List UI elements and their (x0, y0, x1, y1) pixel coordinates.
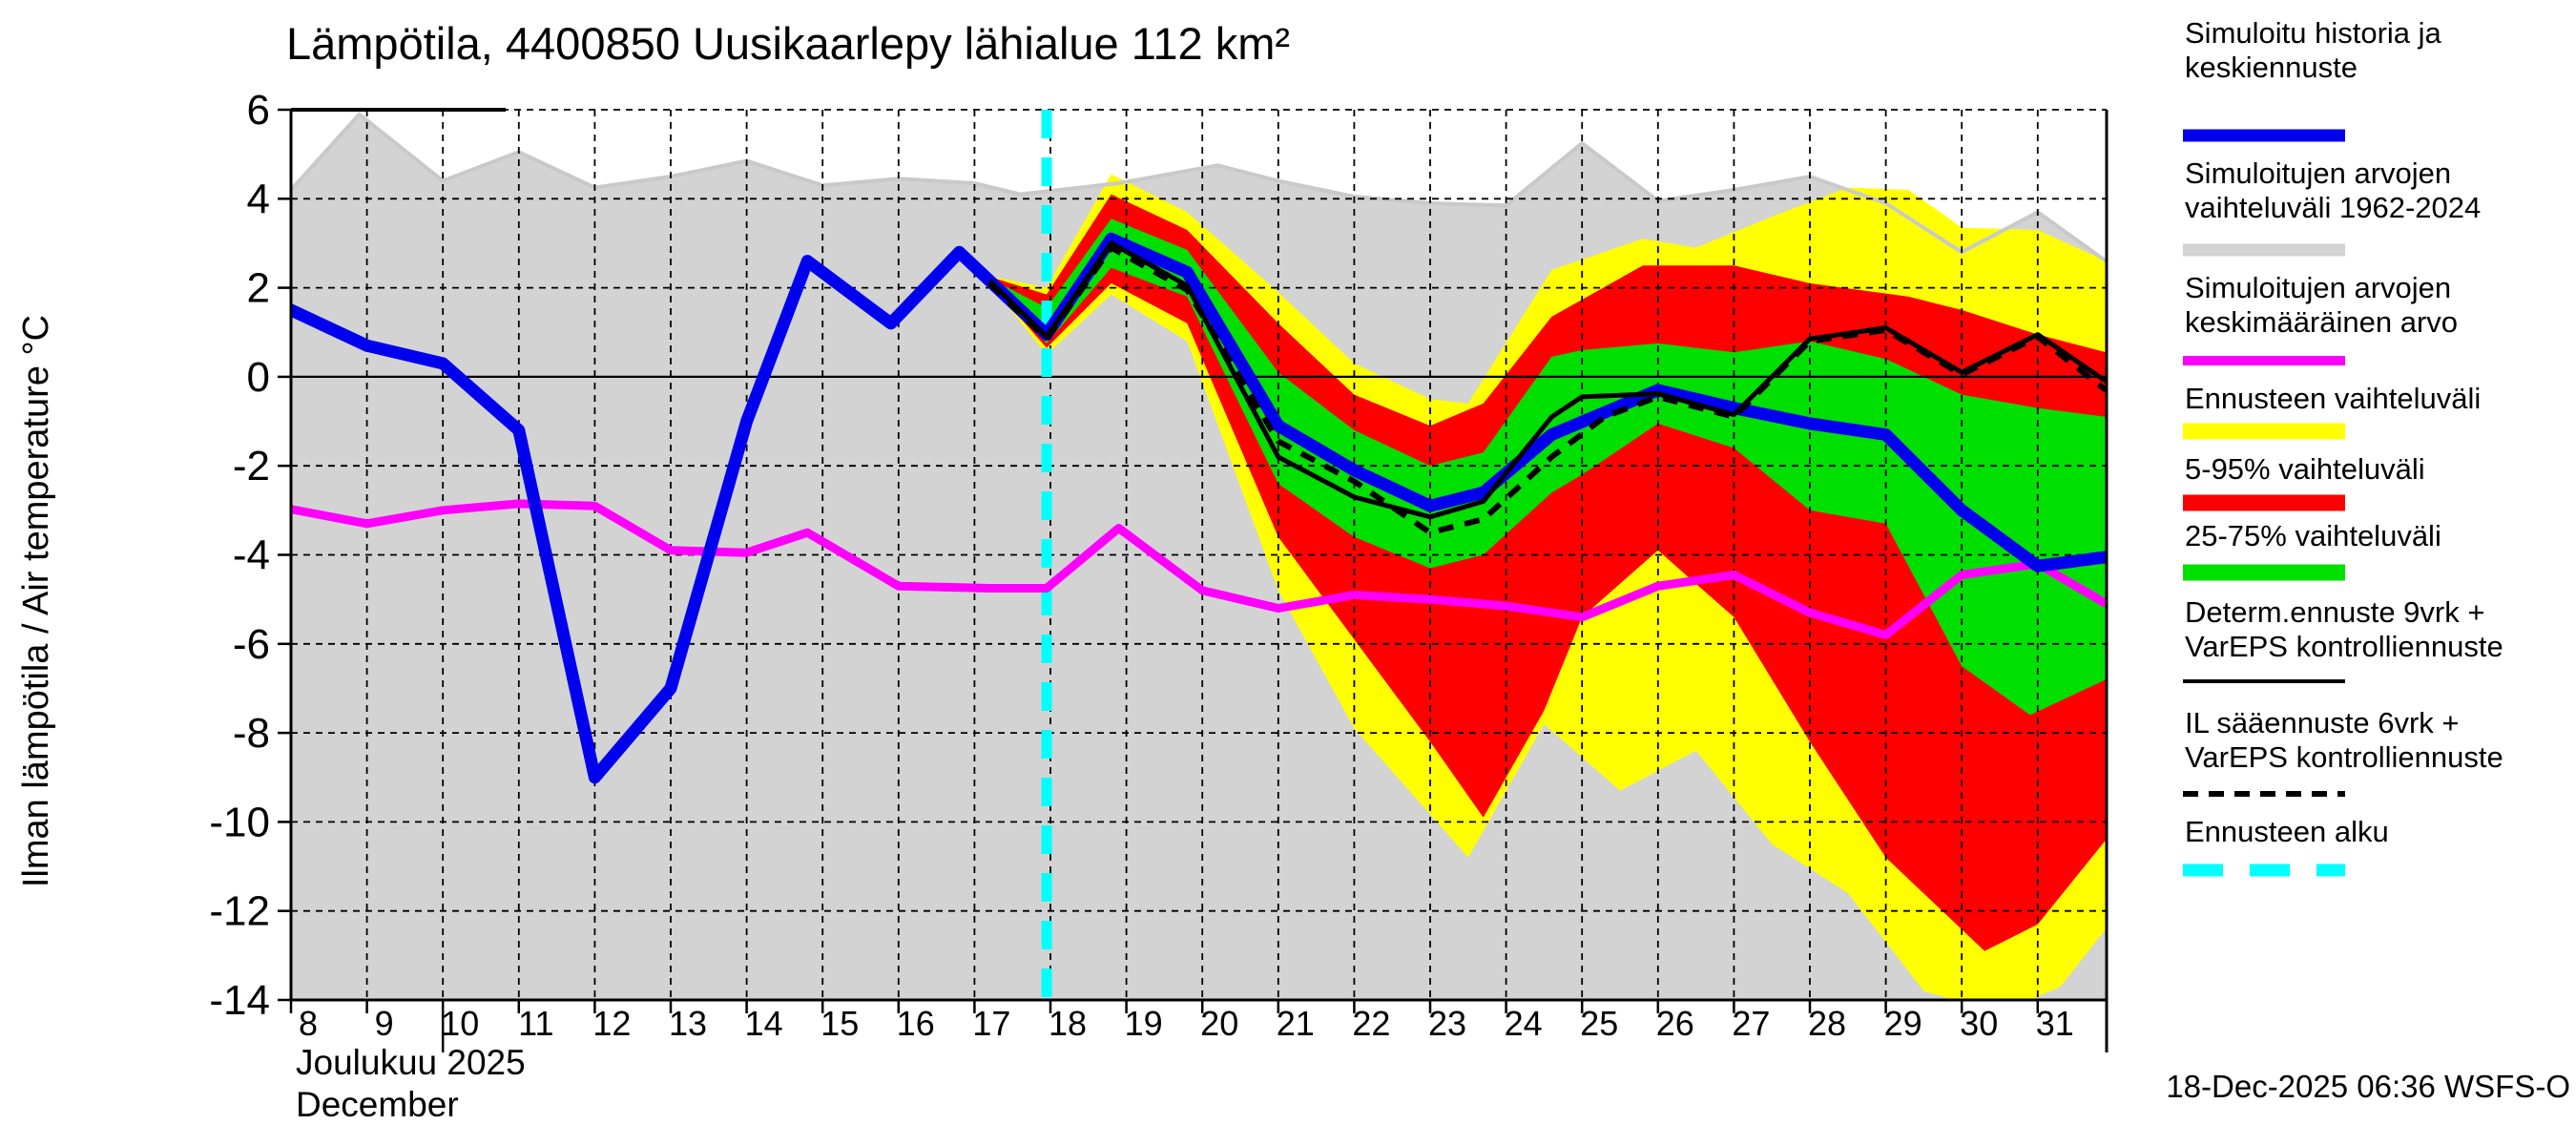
x-tick-label: 30 (1960, 1004, 1998, 1043)
y-tick-label: -10 (209, 799, 270, 845)
x-tick-label: 23 (1428, 1004, 1466, 1043)
x-tick-label: 25 (1580, 1004, 1618, 1043)
legend-label: Ennusteen vaihteluväli (2185, 382, 2481, 415)
x-tick-label: 15 (821, 1004, 859, 1043)
legend-label: keskiennuste (2185, 51, 2358, 84)
legend-label: Simuloitu historia ja (2185, 16, 2442, 50)
x-tick-label: 11 (518, 1004, 553, 1043)
deterministic-forecast-line (987, 240, 2107, 520)
x-tick-label: 26 (1656, 1004, 1694, 1043)
y-tick-label: -6 (233, 621, 270, 668)
y-tick-label: 6 (247, 87, 270, 134)
x-tick-label: 18 (1049, 1004, 1087, 1043)
x-tick-label: 16 (897, 1004, 935, 1043)
simulated-mean-line (291, 499, 2107, 639)
x-tick-label: 20 (1200, 1004, 1238, 1043)
y-tick-label: 0 (247, 354, 270, 401)
legend-item-deterministic-forecast: Determ.ennuste 9vrk +VarEPS kontrollienn… (2183, 595, 2503, 683)
legend-label: Simuloitujen arvojen (2185, 271, 2451, 304)
legend-item-range-25-75: 25-75% vaihteluväli (2183, 519, 2441, 581)
x-tick-label: 24 (1505, 1004, 1543, 1043)
y-axis-label: Ilman lämpötila / Air temperature °C (16, 315, 56, 887)
il-weather-forecast-line (987, 244, 2107, 536)
legend-label: Simuloitujen arvojen (2185, 156, 2451, 190)
legend-item-forecast-range: Ennusteen vaihteluväli (2183, 382, 2481, 440)
legend: Simuloitu historia jakeskiennusteSimuloi… (2183, 16, 2503, 877)
x-tick-label: 13 (669, 1004, 707, 1043)
y-tick-label: 4 (247, 176, 270, 222)
x-tick-label: 22 (1352, 1004, 1390, 1043)
y-tick-label: -4 (233, 532, 270, 579)
grid (278, 108, 2107, 1052)
x-axis-month-fi: Joulukuu 2025 (296, 1043, 526, 1082)
x-tick-label: 27 (1732, 1004, 1770, 1043)
legend-item-il-weather-forecast: IL sääennuste 6vrk +VarEPS kontrolliennu… (2183, 706, 2503, 797)
forecast-bands (291, 111, 2107, 1000)
legend-item-forecast-start: Ennusteen alku (2183, 815, 2389, 877)
y-tick-label: 2 (247, 265, 270, 312)
legend-label: Determ.ennuste 9vrk + (2185, 595, 2484, 629)
data-lines (291, 110, 2107, 1000)
legend-label: VarEPS kontrolliennuste (2185, 740, 2503, 774)
legend-item-range-5-95: 5-95% vaihteluväli (2183, 452, 2425, 511)
chart-title: Lämpötila, 4400850 Uusikaarlepy lähialue… (286, 18, 1290, 69)
x-tick-label: 14 (745, 1004, 783, 1043)
legend-label: vaihteluväli 1962-2024 (2185, 191, 2481, 224)
x-tick-label: 8 (299, 1004, 318, 1043)
timestamp: 18-Dec-2025 06:36 WSFS-O (2166, 1069, 2570, 1104)
legend-label: 25-75% vaihteluväli (2185, 519, 2441, 552)
x-tick-label: 28 (1808, 1004, 1846, 1043)
x-tick-label: 12 (592, 1004, 631, 1043)
legend-label: VarEPS kontrolliennuste (2185, 630, 2503, 663)
legend-label: IL sääennuste 6vrk + (2185, 706, 2460, 739)
x-tick-label: 10 (441, 1004, 479, 1043)
x-tick-label: 19 (1125, 1004, 1163, 1043)
y-tick-label: -2 (233, 443, 270, 489)
history-and-mean-forecast-line (291, 232, 2107, 784)
x-tick-label: 17 (972, 1004, 1010, 1043)
x-axis-month-en: December (296, 1085, 459, 1124)
simulated-range-upper-line (291, 111, 2107, 263)
y-tick-label: -8 (233, 710, 270, 757)
legend-label: keskimääräinen arvo (2185, 305, 2458, 339)
y-tick-label: -14 (209, 977, 270, 1024)
y-tick-label: -12 (209, 888, 270, 935)
x-tick-label: 31 (2036, 1004, 2074, 1043)
plot-frame (289, 108, 2109, 1052)
x-tick-label: 21 (1277, 1004, 1315, 1043)
legend-label: 5-95% vaihteluväli (2185, 452, 2425, 486)
range-25-75-band (982, 219, 2107, 716)
x-tick-label: 29 (1884, 1004, 1922, 1043)
x-tick-label: 9 (375, 1004, 394, 1043)
legend-label: Ennusteen alku (2185, 815, 2389, 848)
